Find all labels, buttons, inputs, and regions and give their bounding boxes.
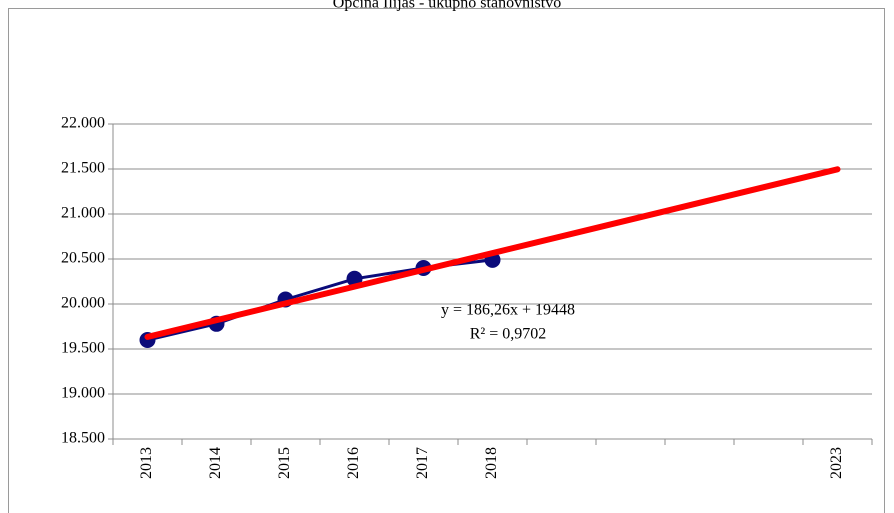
y-tick-label: 21.000 [61, 205, 105, 222]
x-tick-label: 2018 [483, 447, 500, 479]
y-tick-label: 22.000 [61, 115, 105, 132]
y-tick-label: 20.000 [61, 295, 105, 312]
y-tick-label: 20.500 [61, 250, 105, 267]
chart-title: Općina Ilijaš - ukupno stanovništvo [333, 0, 561, 12]
x-tick-label: 2014 [207, 447, 224, 479]
trendline-equation: y = 186,26x + 19448 [441, 302, 575, 319]
y-tick-label: 18.500 [61, 430, 105, 447]
y-tick-label: 21.500 [61, 160, 105, 177]
chart-frame [8, 8, 885, 513]
x-tick-label: 2017 [414, 447, 431, 479]
y-tick-label: 19.500 [61, 340, 105, 357]
y-tick-label: 19.000 [61, 385, 105, 402]
trendline-r2: R² = 0,9702 [470, 326, 547, 343]
x-tick-label: 2015 [276, 447, 293, 479]
x-tick-label: 2013 [138, 447, 155, 479]
trendline [144, 166, 841, 340]
x-tick-label: 2016 [345, 447, 362, 479]
x-tick-label: 2023 [828, 447, 845, 479]
